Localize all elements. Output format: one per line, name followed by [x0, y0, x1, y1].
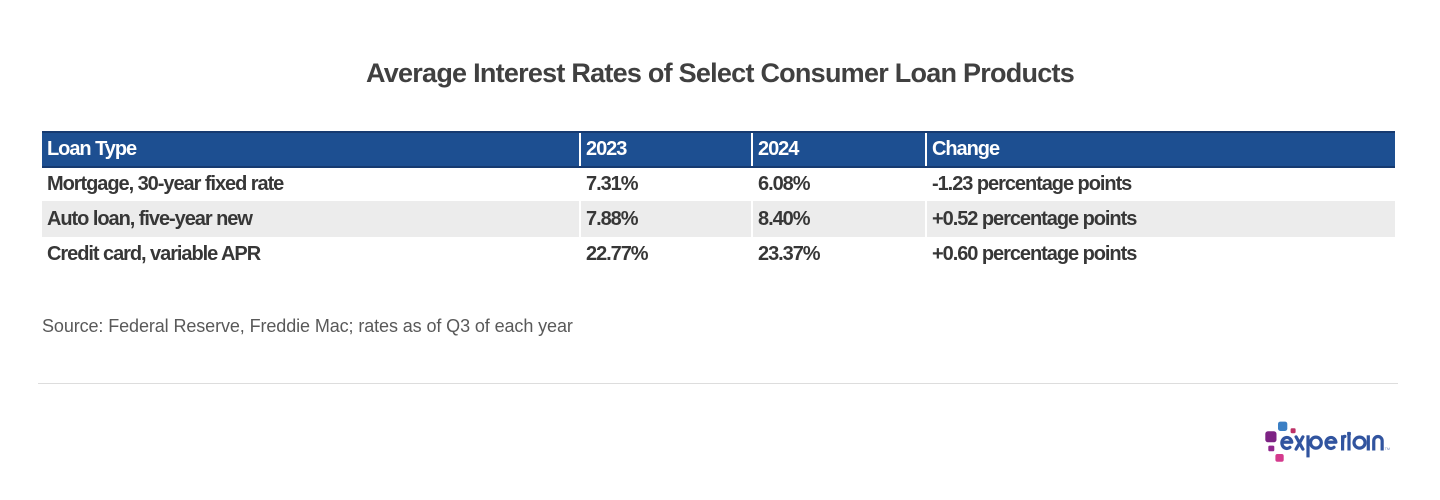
svg-text:™: ™ — [1384, 447, 1390, 454]
